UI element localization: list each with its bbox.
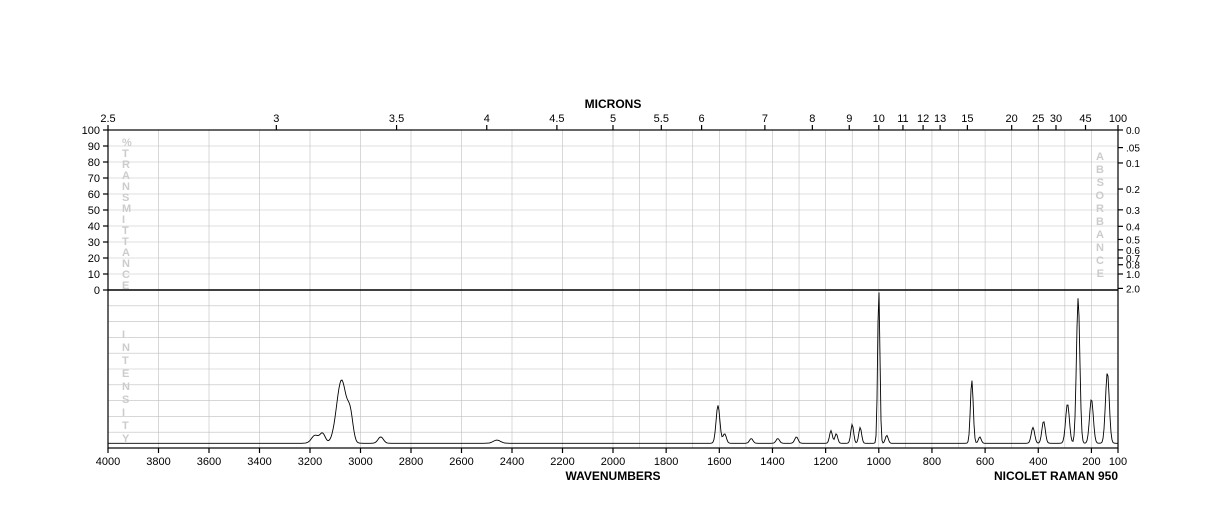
xtick-top-label: 2.5 [100, 113, 115, 125]
xtick-top-label: 45 [1079, 113, 1091, 125]
watermark-intensity: T [122, 420, 129, 432]
xtick-bottom-label: 4000 [96, 456, 120, 468]
watermark-intensity: E [122, 368, 129, 380]
ytick-right-label: 0.0 [1126, 126, 1140, 137]
xtick-top-label: 25 [1032, 113, 1044, 125]
xtick-bottom-label: 3000 [348, 456, 372, 468]
ytick-right-label: 0.5 [1126, 235, 1140, 246]
xtick-top-label: 3.5 [389, 113, 404, 125]
watermark-intensity: N [122, 381, 130, 393]
xtick-bottom-label: 1400 [760, 456, 784, 468]
xtick-top-label: 15 [961, 113, 973, 125]
xtick-bottom-label: 3600 [197, 456, 221, 468]
xtick-top-label: 8 [809, 113, 815, 125]
xtick-bottom-label: 3200 [298, 456, 322, 468]
xtick-bottom-label: 1800 [654, 456, 678, 468]
xtick-bottom-label: 2400 [500, 456, 524, 468]
ytick-right-label: 2.0 [1126, 284, 1140, 295]
watermark-absorbance: A [1096, 151, 1104, 163]
xtick-bottom-label: 100 [1109, 456, 1127, 468]
watermark-transmittance: E [122, 280, 129, 292]
ytick-left-label: 20 [88, 253, 100, 265]
watermark-intensity: T [122, 355, 129, 367]
xtick-top-label: 7 [762, 113, 768, 125]
watermark-intensity: N [122, 342, 130, 354]
xtick-bottom-label: 1600 [707, 456, 731, 468]
xtick-top-label: 9 [846, 113, 852, 125]
xtick-top-label: 3 [273, 113, 279, 125]
ytick-right-label: 0.1 [1126, 159, 1140, 170]
watermark-absorbance: N [1096, 242, 1104, 254]
brand-label: NICOLET RAMAN 950 [994, 469, 1118, 483]
xtick-bottom-label: 2600 [449, 456, 473, 468]
watermark-absorbance: E [1097, 268, 1104, 280]
xtick-top-label: 30 [1050, 113, 1062, 125]
ytick-left-label: 80 [88, 157, 100, 169]
watermark-absorbance: R [1096, 203, 1104, 215]
xtick-top-label: 13 [934, 113, 946, 125]
xtick-bottom-label: 1200 [813, 456, 837, 468]
xtick-top-label: 100 [1109, 113, 1127, 125]
ytick-left-label: 30 [88, 237, 100, 249]
xtick-top-label: 6 [699, 113, 705, 125]
xtick-top-label: 5.5 [654, 113, 669, 125]
ytick-left-label: 90 [88, 141, 100, 153]
bottom-axis-title: WAVENUMBERS [565, 469, 660, 483]
ytick-left-label: 60 [88, 189, 100, 201]
ytick-left-label: 70 [88, 173, 100, 185]
ytick-right-label: 0.3 [1126, 206, 1140, 217]
watermark-absorbance: C [1096, 255, 1104, 267]
watermark-absorbance: S [1097, 177, 1104, 189]
xtick-bottom-label: 3400 [247, 456, 271, 468]
xtick-top-label: 20 [1006, 113, 1018, 125]
watermark-absorbance: B [1096, 216, 1104, 228]
xtick-bottom-label: 400 [1029, 456, 1047, 468]
xtick-bottom-label: 3800 [146, 456, 170, 468]
xtick-bottom-label: 800 [923, 456, 941, 468]
xtick-bottom-label: 2200 [550, 456, 574, 468]
ytick-left-label: 40 [88, 221, 100, 233]
watermark-intensity: I [122, 407, 125, 419]
spectrum-svg: 01020304050607080901000.0.050.10.20.30.4… [0, 0, 1224, 528]
xtick-bottom-label: 2000 [601, 456, 625, 468]
xtick-bottom-label: 2800 [399, 456, 423, 468]
ytick-left-label: 100 [82, 125, 100, 137]
ytick-right-label: 1.0 [1126, 270, 1140, 281]
xtick-bottom-label: 200 [1082, 456, 1100, 468]
spectrum-figure: 01020304050607080901000.0.050.10.20.30.4… [0, 0, 1224, 528]
watermark-absorbance: O [1095, 190, 1104, 202]
ytick-right-label: 0.2 [1126, 185, 1140, 196]
ytick-left-label: 50 [88, 205, 100, 217]
top-axis-title: MICRONS [585, 97, 642, 111]
xtick-top-label: 4.5 [549, 113, 564, 125]
xtick-top-label: 5 [610, 113, 616, 125]
ytick-right-label: .05 [1126, 144, 1140, 155]
xtick-top-label: 10 [873, 113, 885, 125]
xtick-top-label: 11 [897, 113, 908, 125]
ytick-left-label: 0 [94, 285, 100, 297]
watermark-absorbance: A [1096, 229, 1104, 241]
watermark-absorbance: B [1096, 164, 1104, 176]
ytick-left-label: 10 [88, 269, 100, 281]
xtick-top-label: 4 [484, 113, 490, 125]
watermark-intensity: I [122, 329, 125, 341]
ytick-right-label: 0.4 [1126, 222, 1140, 233]
xtick-bottom-label: 600 [976, 456, 994, 468]
xtick-top-label: 12 [917, 113, 929, 125]
watermark-intensity: S [122, 394, 129, 406]
xtick-bottom-label: 1000 [867, 456, 891, 468]
